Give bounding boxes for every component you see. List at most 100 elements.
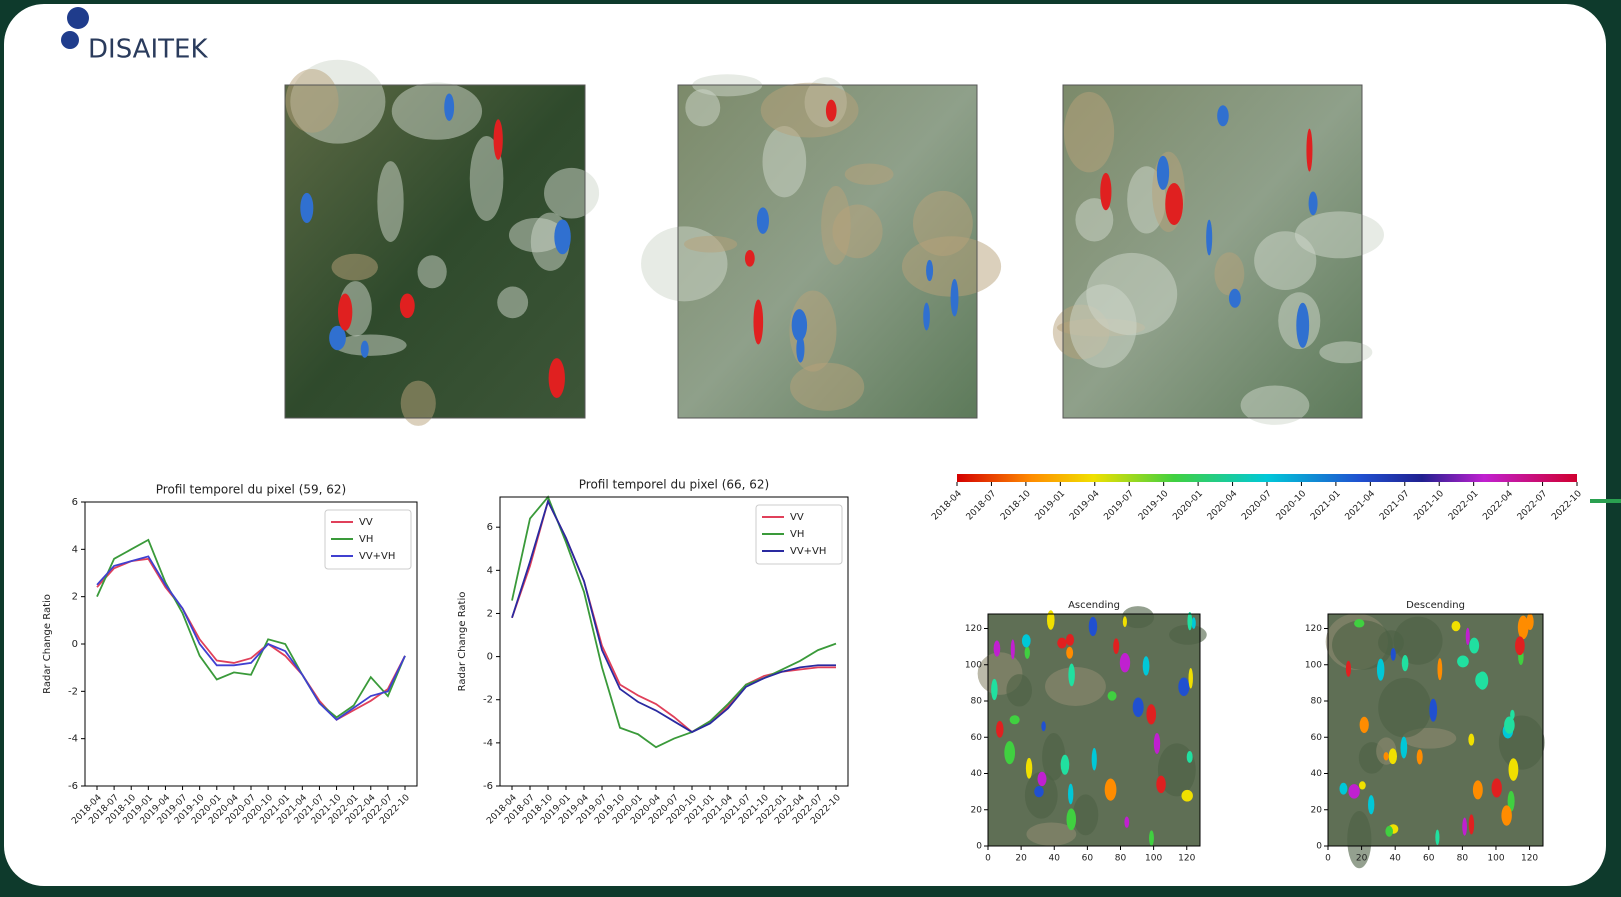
change-blob <box>1358 781 1366 790</box>
terrain-patch <box>1042 733 1066 781</box>
image-frame <box>677 84 978 419</box>
series-line <box>96 557 406 721</box>
change-blob <box>1457 655 1469 668</box>
y-tick-label: -2 <box>483 695 493 706</box>
terrain-patch <box>391 82 483 140</box>
change-blob <box>1113 638 1120 655</box>
change-patch <box>1296 302 1310 348</box>
change-blob <box>1435 829 1440 846</box>
x-tick-label: 60 <box>1423 854 1435 864</box>
image-title: Descending <box>1406 600 1465 611</box>
terrain-patch <box>497 286 529 319</box>
legend-label: VV <box>790 512 804 523</box>
terrain-patch <box>1347 810 1372 869</box>
series-line <box>511 498 836 734</box>
y-tick-label: -6 <box>483 781 493 792</box>
change-patch <box>1306 128 1313 172</box>
change-patch <box>796 335 805 363</box>
terrain-patch <box>400 380 436 426</box>
change-blob <box>991 678 998 701</box>
change-blob <box>1091 747 1097 771</box>
change-patch <box>744 249 755 267</box>
change-blob <box>1037 771 1047 787</box>
x-tick-label: 120 <box>1178 854 1195 864</box>
legend-label: VV+VH <box>359 551 395 562</box>
y-tick-label: 4 <box>487 565 493 576</box>
change-patch <box>753 299 764 345</box>
terrain-patch <box>544 167 600 219</box>
change-blob <box>1385 825 1393 837</box>
terrain-patch <box>901 236 1002 297</box>
change-blob <box>1010 639 1015 660</box>
change-blob <box>1526 613 1534 631</box>
image-frame <box>987 613 1201 847</box>
terrain-patch <box>1240 385 1310 425</box>
change-blob <box>1339 782 1348 795</box>
terrain-patch <box>508 217 565 253</box>
terrain-patch <box>1332 620 1393 670</box>
change-blob <box>1401 655 1409 672</box>
terrain-patch <box>334 334 407 356</box>
change-blob <box>1468 814 1475 835</box>
terrain-patch <box>821 185 851 265</box>
change-blob <box>1034 786 1044 798</box>
change-patch <box>493 119 503 160</box>
y-tick-label: 40 <box>971 769 983 779</box>
y-tick-label: 0 <box>72 639 78 650</box>
terrain-patch <box>1063 91 1115 173</box>
terrain-patch <box>469 136 504 222</box>
change-blob <box>1429 698 1438 722</box>
logo-mark <box>67 7 89 29</box>
y-axis-label: Radar Change Ratio <box>457 592 468 692</box>
change-blob <box>996 720 1004 738</box>
change-blob <box>1508 758 1519 781</box>
change-patch <box>1228 288 1241 308</box>
x-tick-label: 60 <box>1082 854 1094 864</box>
change-patch <box>444 93 455 121</box>
y-tick-label: -4 <box>483 738 493 749</box>
x-tick-label: 20 <box>1015 854 1027 864</box>
change-blob <box>1004 741 1016 765</box>
y-tick-label: 2 <box>487 608 493 619</box>
image-frame <box>1062 84 1363 419</box>
change-patch <box>756 207 769 234</box>
change-blob <box>1383 752 1389 761</box>
change-patch <box>926 259 934 282</box>
y-tick-label: 6 <box>487 522 493 533</box>
y-tick-label: 60 <box>1311 733 1323 743</box>
change-patch <box>399 293 415 319</box>
change-blob <box>1462 817 1467 836</box>
change-patch <box>1217 105 1229 127</box>
change-blob <box>1186 751 1193 763</box>
change-blob <box>1348 784 1360 799</box>
change-blob <box>1149 830 1154 846</box>
change-blob <box>1345 660 1352 677</box>
change-blob <box>1191 617 1196 629</box>
x-tick-label: 120 <box>1521 854 1538 864</box>
legend-label: VV <box>359 517 373 528</box>
y-tick-label: 80 <box>1311 697 1323 707</box>
x-tick-label: 0 <box>985 854 991 864</box>
terrain-patch <box>760 82 859 138</box>
change-blob <box>1009 715 1020 725</box>
change-blob <box>1376 658 1385 681</box>
terrain-patch <box>1157 743 1196 797</box>
change-patch <box>360 340 369 358</box>
y-tick-label: 60 <box>971 733 983 743</box>
change-patch <box>337 293 353 331</box>
y-tick-label: 20 <box>1311 805 1323 815</box>
change-blob <box>1068 783 1074 805</box>
terrain-patch <box>1214 252 1245 296</box>
change-patch <box>1206 219 1213 256</box>
change-blob <box>1024 646 1030 659</box>
terrain-patch <box>1072 794 1099 836</box>
change-blob <box>1107 691 1117 701</box>
legend-box <box>755 504 843 565</box>
change-blob <box>1359 716 1369 734</box>
change-patch <box>950 278 959 317</box>
y-tick-label: 0 <box>976 842 982 852</box>
legend-label: VH <box>359 534 373 545</box>
colorbar <box>957 474 1577 482</box>
change-blob <box>1181 789 1193 802</box>
